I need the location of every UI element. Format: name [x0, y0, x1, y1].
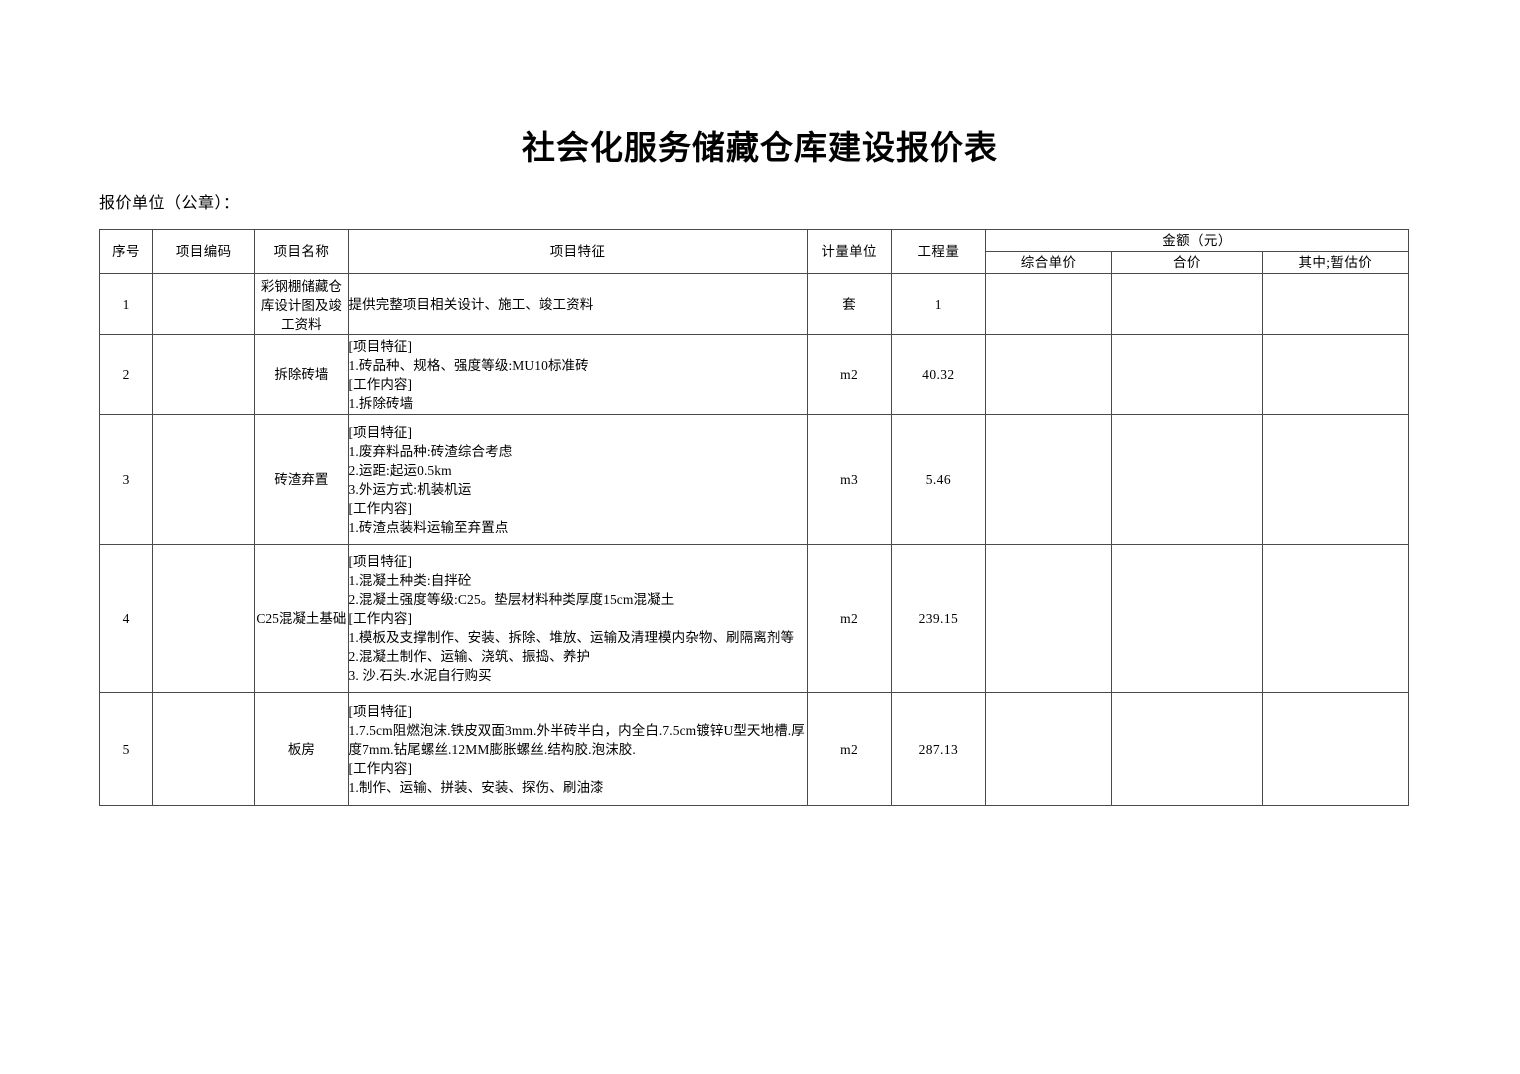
- cell-name: 彩钢棚储藏仓库设计图及竣工资料: [254, 273, 349, 335]
- cell-unit: m2: [806, 334, 892, 415]
- table-header: 序号 项目编码 项目名称 项目特征 计量单位 工程量 金额（元） 综合单价 合价…: [98, 229, 1410, 274]
- cell-total-price[interactable]: [1111, 334, 1263, 415]
- cell-unit-price[interactable]: [984, 414, 1113, 545]
- table-row: 1 彩钢棚储藏仓库设计图及竣工资料 提供完整项目相关设计、施工、竣工资料 套 1: [98, 273, 1410, 335]
- cell-total-price[interactable]: [1111, 414, 1263, 545]
- table-body: 1 彩钢棚储藏仓库设计图及竣工资料 提供完整项目相关设计、施工、竣工资料 套 1…: [98, 273, 1410, 806]
- column-header-name: 项目名称: [254, 229, 349, 274]
- cell-quantity: 287.13: [890, 692, 986, 806]
- cell-quantity: 40.32: [890, 334, 986, 415]
- cell-code[interactable]: [152, 273, 256, 335]
- table-row: 3 砖渣弃置 [项目特征] 1.废弃料品种:砖渣综合考虑 2.运距:起运0.5k…: [98, 414, 1410, 545]
- page-title: 社会化服务储藏仓库建设报价表: [522, 128, 998, 167]
- column-header-total-price: 合价: [1111, 251, 1263, 274]
- table-row: 5 板房 [项目特征] 1.7.5cm阻燃泡沫.铁皮双面3mm.外半砖半白，内全…: [98, 692, 1410, 806]
- cell-feature: [项目特征] 1.砖品种、规格、强度等级:MU10标准砖 [工作内容] 1.拆除…: [347, 334, 808, 415]
- quote-unit-label: 报价单位（公章）：: [99, 195, 240, 212]
- cell-quantity: 5.46: [890, 414, 986, 545]
- cell-quantity: 1: [890, 273, 986, 335]
- cell-unit-price[interactable]: [984, 273, 1113, 335]
- cell-unit-price[interactable]: [984, 544, 1113, 693]
- cell-unit-price[interactable]: [984, 334, 1113, 415]
- cell-code[interactable]: [152, 414, 256, 545]
- column-header-code: 项目编码: [152, 229, 256, 274]
- column-header-quantity: 工程量: [890, 229, 986, 274]
- cell-total-price[interactable]: [1111, 544, 1263, 693]
- column-header-feature: 项目特征: [347, 229, 808, 274]
- table-header-row-1: 序号 项目编码 项目名称 项目特征 计量单位 工程量 金额（元）: [98, 229, 1410, 274]
- column-header-unit-price: 综合单价: [984, 251, 1113, 274]
- cell-no: 1: [98, 273, 154, 335]
- cell-code[interactable]: [152, 334, 256, 415]
- cell-estimated-price[interactable]: [1261, 544, 1410, 693]
- bid-quotation-table: 序号 项目编码 项目名称 项目特征 计量单位 工程量 金额（元） 综合单价 合价…: [98, 229, 1410, 806]
- cell-total-price[interactable]: [1111, 692, 1263, 806]
- cell-feature: 提供完整项目相关设计、施工、竣工资料: [347, 273, 808, 335]
- cell-name: 砖渣弃置: [254, 414, 349, 545]
- cell-estimated-price[interactable]: [1261, 414, 1410, 545]
- column-header-amount-group: 金额（元）: [984, 229, 1410, 252]
- cell-feature: [项目特征] 1.7.5cm阻燃泡沫.铁皮双面3mm.外半砖半白，内全白.7.5…: [347, 692, 808, 806]
- cell-unit: 套: [806, 273, 892, 335]
- table-row: 4 C25混凝土基础 [项目特征] 1.混凝土种类:自拌砼 2.混凝土强度等级:…: [98, 544, 1410, 693]
- table-row: 2 拆除砖墙 [项目特征] 1.砖品种、规格、强度等级:MU10标准砖 [工作内…: [98, 334, 1410, 415]
- cell-no: 2: [98, 334, 154, 415]
- cell-no: 4: [98, 544, 154, 693]
- cell-feature: [项目特征] 1.废弃料品种:砖渣综合考虑 2.运距:起运0.5km 3.外运方…: [347, 414, 808, 545]
- cell-unit-price[interactable]: [984, 692, 1113, 806]
- cell-unit: m2: [806, 692, 892, 806]
- column-header-estimated-price: 其中;暂估价: [1261, 251, 1410, 274]
- cell-no: 3: [98, 414, 154, 545]
- cell-code[interactable]: [152, 692, 256, 806]
- cell-unit: m3: [806, 414, 892, 545]
- cell-estimated-price[interactable]: [1261, 692, 1410, 806]
- cell-unit: m2: [806, 544, 892, 693]
- cell-estimated-price[interactable]: [1261, 334, 1410, 415]
- cell-name: 拆除砖墙: [254, 334, 349, 415]
- cell-code[interactable]: [152, 544, 256, 693]
- cell-name: C25混凝土基础: [254, 544, 349, 693]
- column-header-unit: 计量单位: [806, 229, 892, 274]
- cell-name: 板房: [254, 692, 349, 806]
- cell-feature: [项目特征] 1.混凝土种类:自拌砼 2.混凝土强度等级:C25。垫层材料种类厚…: [347, 544, 808, 693]
- column-header-no: 序号: [98, 229, 154, 274]
- cell-estimated-price[interactable]: [1261, 273, 1410, 335]
- cell-no: 5: [98, 692, 154, 806]
- cell-total-price[interactable]: [1111, 273, 1263, 335]
- cell-quantity: 239.15: [890, 544, 986, 693]
